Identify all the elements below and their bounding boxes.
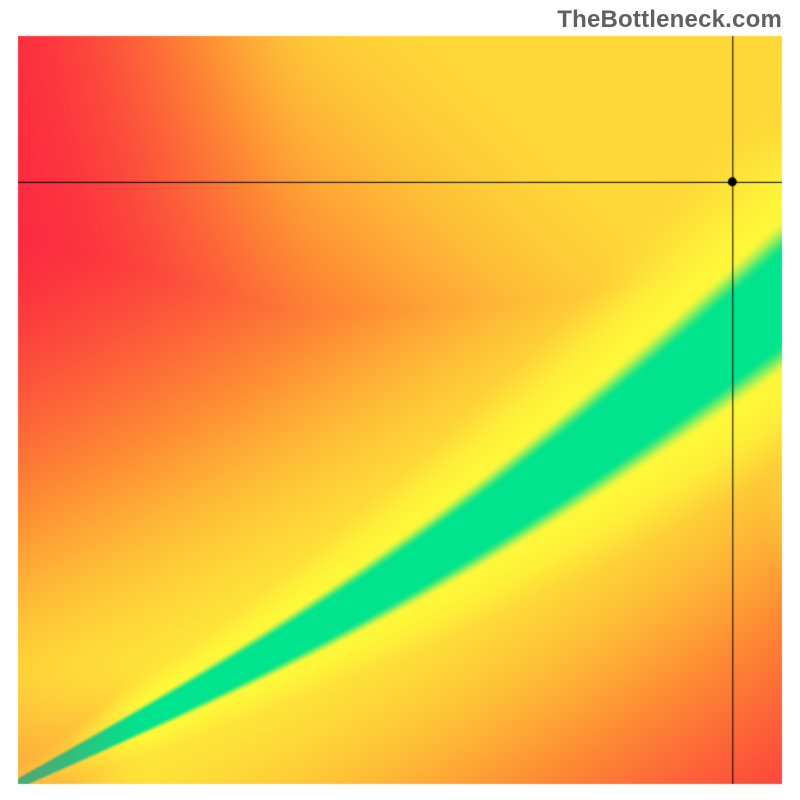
chart-container: TheBottleneck.com (0, 0, 800, 800)
watermark-text: TheBottleneck.com (557, 6, 782, 34)
heatmap-canvas (0, 0, 800, 800)
